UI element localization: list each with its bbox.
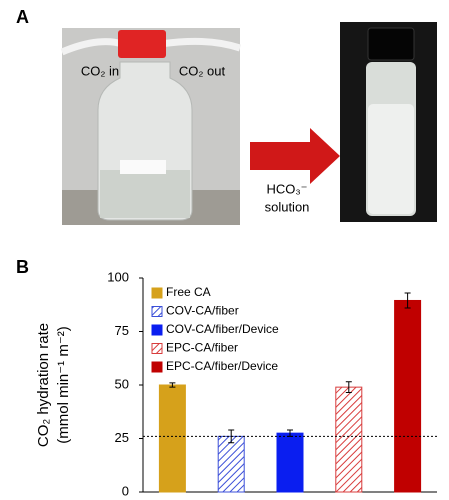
legend-swatch [151, 287, 163, 299]
fiber-bits [120, 160, 166, 174]
legend-swatch [151, 324, 163, 336]
bar [394, 299, 422, 493]
legend-swatch [151, 306, 163, 317]
error-bar [345, 381, 352, 393]
y-tick-label: 75 [115, 323, 129, 338]
legend-label: EPC-CA/fiber [166, 341, 238, 355]
y-axis-title: CO₂ hydration rate [35, 323, 52, 447]
legend-label: COV-CA/fiber [166, 304, 239, 318]
y-tick-label: 50 [115, 376, 129, 391]
error-bar [404, 292, 411, 309]
liquid [100, 170, 190, 218]
y-tick-label: 25 [115, 430, 129, 445]
legend-label: Free CA [166, 285, 211, 299]
inlet-label: CO₂ in [81, 63, 119, 78]
legend-swatch [151, 361, 163, 373]
panel-label: B [16, 257, 29, 277]
product-label: HCO₃⁻ [266, 181, 307, 196]
legend-label: EPC-CA/fiber/Device [166, 359, 278, 373]
bar [158, 384, 186, 493]
bar [335, 386, 363, 493]
panel-label: A [16, 7, 29, 27]
bar [276, 432, 304, 493]
product-word: solution [265, 199, 310, 214]
bar [217, 435, 245, 493]
vial-cap [367, 27, 415, 61]
outlet-label: CO₂ out [179, 63, 226, 78]
error-bar [169, 382, 176, 388]
legend-label: COV-CA/fiber/Device [166, 322, 279, 336]
cap [118, 30, 166, 58]
arrow [250, 128, 340, 184]
y-axis-unit: (mmol min⁻¹ m⁻²) [55, 326, 72, 443]
vial-liquid [368, 104, 414, 214]
legend-swatch [151, 343, 163, 354]
y-tick-label: 100 [107, 269, 129, 284]
y-tick-label: 0 [122, 483, 129, 498]
tube [159, 37, 242, 52]
